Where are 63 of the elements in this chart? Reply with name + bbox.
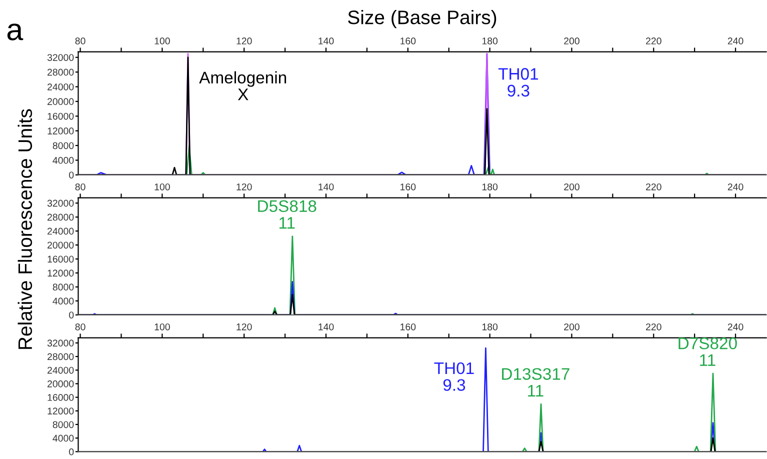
y-tick-label: 20000 (48, 380, 74, 388)
x-tick-label: 240 (728, 323, 744, 330)
x-tick-label: 220 (646, 183, 662, 190)
y-tick-label: 24000 (48, 83, 74, 90)
x-tick-label: 120 (236, 323, 252, 330)
y-tick-label: 28000 (48, 68, 74, 76)
y-tick-label: 4000 (52, 156, 74, 164)
y-tick-label: 4000 (52, 298, 74, 305)
x-tick-label: 180 (482, 38, 498, 44)
x-tick-label: 220 (646, 323, 662, 330)
y-tick-label: 8000 (52, 142, 74, 150)
x-tick-label: 80 (75, 323, 86, 330)
y-tick-label: 32000 (47, 200, 74, 207)
y-tick-label: 4000 (52, 434, 74, 442)
y-tick-label: 28000 (48, 353, 74, 360)
annotation: TH01 9.3 (434, 362, 474, 391)
y-tick-label: 8000 (52, 421, 74, 428)
text: a (7, 24, 24, 40)
x-tick-label: 120 (236, 38, 252, 44)
y-tick-label: 24000 (48, 366, 74, 374)
y-tick-label: 28000 (48, 214, 74, 221)
x-tick-label: 140 (318, 38, 334, 44)
y-tick-label: 12000 (48, 270, 74, 277)
x-tick-label: 200 (564, 38, 580, 44)
x-tick-label: 100 (154, 183, 170, 190)
y-axis-title: Relative Fluorescence Units (18, 109, 32, 349)
y-tick-label: 16000 (48, 112, 74, 120)
y-tick-label: 20000 (48, 98, 74, 106)
y-tick-label: 16000 (48, 256, 74, 263)
annotation: TH01 9.3 (498, 68, 538, 97)
y-tick-label: 32000 (47, 340, 74, 347)
x-tick-label: 140 (318, 183, 334, 190)
x-tick-label: 180 (482, 323, 498, 330)
x-tick-label: 100 (154, 323, 170, 330)
x-tick-label: 180 (482, 183, 498, 190)
y-tick-label: 32000 (47, 54, 74, 61)
annotation: Amelogenin X (199, 71, 286, 100)
x-tick-label: 120 (236, 183, 252, 190)
x-tick-label: 160 (400, 323, 416, 330)
y-tick-label: 0 (69, 172, 74, 178)
x-tick-label: 160 (400, 183, 416, 190)
y-tick-label: 24000 (48, 228, 74, 235)
x-tick-label: 100 (154, 38, 170, 44)
y-tick-label: 8000 (52, 284, 74, 291)
y-tick-label: 0 (69, 312, 74, 318)
y-tick-label: 16000 (48, 394, 74, 401)
x-tick-label: 160 (400, 38, 416, 44)
y-tick-label: 12000 (48, 408, 74, 414)
x-tick-label: 220 (646, 38, 662, 44)
x-tick-label: 80 (75, 38, 86, 44)
x-tick-label: 200 (564, 323, 580, 330)
x-tick-label: 240 (728, 183, 744, 190)
chart-title: Size (Base Pairs) (348, 10, 496, 28)
y-tick-label: 0 (69, 448, 74, 456)
annotation: D7S820 11 (678, 337, 737, 366)
x-tick-label: 80 (75, 183, 86, 190)
x-tick-label: 200 (564, 183, 580, 190)
annotation: D13S317 11 (502, 368, 570, 396)
x-tick-label: 140 (318, 323, 334, 330)
y-tick-label: 20000 (48, 242, 74, 249)
annotation: D5S818 11 (258, 200, 316, 229)
y-tick-label: 12000 (48, 128, 74, 134)
x-tick-label: 240 (728, 38, 744, 44)
